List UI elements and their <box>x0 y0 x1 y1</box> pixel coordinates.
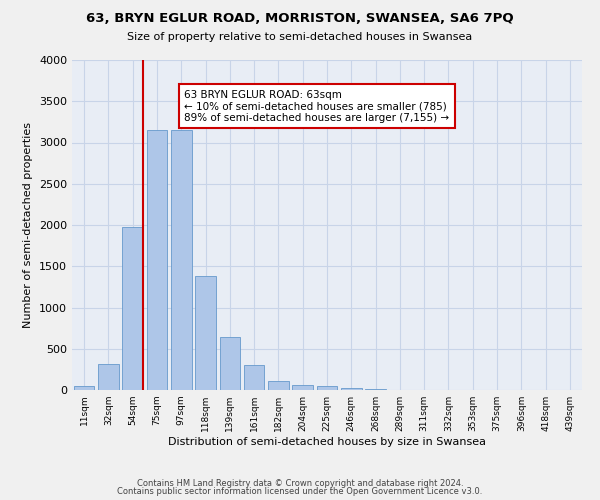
Bar <box>244 365 265 390</box>
Text: 63, BRYN EGLUR ROAD, MORRISTON, SWANSEA, SA6 7PQ: 63, BRYN EGLUR ROAD, MORRISTON, SWANSEA,… <box>86 12 514 26</box>
Text: Contains HM Land Registry data © Crown copyright and database right 2024.: Contains HM Land Registry data © Crown c… <box>137 478 463 488</box>
Bar <box>292 384 313 390</box>
X-axis label: Distribution of semi-detached houses by size in Swansea: Distribution of semi-detached houses by … <box>168 437 486 447</box>
Bar <box>98 364 119 390</box>
Bar <box>220 337 240 390</box>
Y-axis label: Number of semi-detached properties: Number of semi-detached properties <box>23 122 34 328</box>
Text: Size of property relative to semi-detached houses in Swansea: Size of property relative to semi-detach… <box>127 32 473 42</box>
Bar <box>122 226 143 390</box>
Text: 63 BRYN EGLUR ROAD: 63sqm
← 10% of semi-detached houses are smaller (785)
89% of: 63 BRYN EGLUR ROAD: 63sqm ← 10% of semi-… <box>184 90 449 123</box>
Bar <box>74 386 94 390</box>
Bar <box>195 276 216 390</box>
Text: Contains public sector information licensed under the Open Government Licence v3: Contains public sector information licen… <box>118 487 482 496</box>
Bar <box>317 386 337 390</box>
Bar <box>268 382 289 390</box>
Bar <box>146 130 167 390</box>
Bar <box>171 130 191 390</box>
Bar <box>341 388 362 390</box>
Bar <box>365 389 386 390</box>
